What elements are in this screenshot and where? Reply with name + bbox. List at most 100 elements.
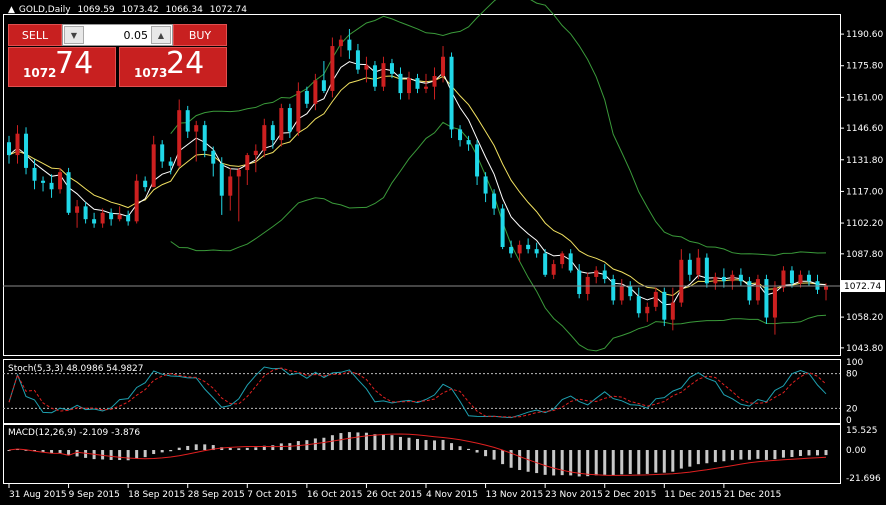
macd-histogram-bar <box>739 450 743 460</box>
macd-histogram-bar <box>228 447 232 451</box>
macd-histogram-bar <box>815 450 819 456</box>
symbol-name: GOLD,Daily <box>18 5 71 15</box>
candle-body <box>211 150 216 164</box>
macd-histogram-bar <box>705 450 709 464</box>
macd-histogram-bar <box>722 450 726 462</box>
candle-body <box>364 65 369 70</box>
candle-body <box>372 65 377 87</box>
macd-histogram-bar <box>169 450 173 452</box>
stoch-pane-frame <box>3 359 841 424</box>
macd-histogram-bar <box>586 450 590 477</box>
macd-histogram-bar <box>730 450 734 461</box>
candle-body <box>228 176 233 196</box>
macd-histogram-bar <box>552 450 556 476</box>
macd-histogram-bar <box>713 450 717 463</box>
ohlc-low: 1066.34 <box>165 5 203 15</box>
macd-histogram-bar <box>381 434 385 451</box>
macd-histogram-bar <box>364 432 368 451</box>
time-tick-label: 4 Nov 2015 <box>426 490 478 500</box>
bollinger-upper-line <box>170 0 827 256</box>
sell-price-box[interactable]: 1072 74 <box>8 46 116 87</box>
candle-body <box>143 180 148 188</box>
lot-size-input[interactable] <box>85 25 150 45</box>
buy-price-big: 24 <box>166 46 205 81</box>
macd-histogram-bar <box>611 450 615 476</box>
price-tick-label: 1161.00 <box>846 93 883 103</box>
macd-histogram-bar <box>390 435 394 451</box>
candle-body <box>789 270 794 284</box>
macd-histogram-bar <box>75 450 79 457</box>
candle-body <box>330 46 335 91</box>
candle-body <box>58 172 63 190</box>
time-tick-label: 7 Oct 2015 <box>247 490 297 500</box>
macd-histogram-bar <box>764 450 768 460</box>
macd-histogram-bar <box>637 450 641 475</box>
macd-histogram-bar <box>126 450 130 461</box>
lot-increase-icon[interactable]: ▲ <box>151 26 171 44</box>
time-tick-label: 21 Dec 2015 <box>724 490 782 500</box>
macd-histogram-bar <box>824 450 828 456</box>
stoch-signal-value: 54.9827 <box>106 364 144 374</box>
macd-histogram-bar <box>50 450 54 454</box>
buy-price-box[interactable]: 1073 24 <box>119 46 227 87</box>
candle-body <box>662 291 667 320</box>
collapse-arrow-icon[interactable]: ▲ <box>8 5 15 15</box>
price-tick-label: 1117.00 <box>846 187 883 197</box>
macd-histogram-bar <box>662 450 666 473</box>
candle-body <box>347 39 352 51</box>
macd-histogram-bar <box>262 445 266 451</box>
macd-histogram-bar <box>118 450 122 461</box>
candle-body <box>653 291 658 307</box>
time-tick-label: 23 Nov 2015 <box>545 490 603 500</box>
macd-histogram-bar <box>330 435 334 451</box>
candle-body <box>594 270 599 277</box>
macd-tick-label: 15.525 <box>846 426 878 436</box>
stoch-tick-label: 20 <box>846 404 858 414</box>
candle-body <box>475 144 480 177</box>
macd-histogram-bar <box>594 450 598 476</box>
lot-size-box: ▼ ▲ <box>62 24 173 46</box>
candle-body <box>747 281 752 301</box>
candle-body <box>577 270 582 295</box>
candle-body <box>432 75 437 87</box>
price-tick-label: 1190.60 <box>846 30 883 40</box>
candle-body <box>509 246 514 254</box>
macd-histogram-bar <box>109 450 113 460</box>
candle-body <box>66 172 71 213</box>
macd-histogram-bar <box>535 450 539 474</box>
candle-body <box>679 259 684 303</box>
macd-histogram-bar <box>220 447 224 451</box>
candle-body <box>517 244 522 254</box>
macd-histogram-bar <box>152 450 156 455</box>
candle-body <box>568 253 573 271</box>
price-tick-label: 1102.20 <box>846 219 883 229</box>
candle-body <box>185 110 190 132</box>
stoch-tick-label: 0 <box>846 416 852 426</box>
time-tick-label: 2 Dec 2015 <box>605 490 657 500</box>
time-tick-label: 31 Aug 2015 <box>9 490 67 500</box>
macd-histogram-bar <box>526 450 530 472</box>
macd-histogram-bar <box>313 438 317 451</box>
candle-body <box>49 182 54 190</box>
candle-body <box>713 276 718 284</box>
candle-body <box>100 212 105 224</box>
main-pane-frame <box>3 14 841 356</box>
bollinger-lower-line <box>170 121 827 352</box>
sell-button[interactable]: SELL <box>8 24 62 46</box>
macd-histogram-bar <box>186 445 190 451</box>
macd-histogram-bar <box>773 450 777 460</box>
macd-histogram-bar <box>467 448 471 451</box>
buy-button[interactable]: BUY <box>173 24 227 46</box>
stoch-main-value: 48.0986 <box>66 364 104 374</box>
lot-decrease-icon[interactable]: ▼ <box>64 26 84 44</box>
macd-histogram-bar <box>798 450 802 457</box>
candle-body <box>338 39 343 47</box>
macd-histogram-bar <box>688 450 692 467</box>
macd-histogram-bar <box>509 450 513 468</box>
macd-histogram-bar <box>398 436 402 451</box>
macd-tick-label: 0.00 <box>846 446 866 456</box>
macd-histogram-bar <box>645 450 649 474</box>
candle-body <box>466 140 471 145</box>
candle-body <box>151 144 156 188</box>
